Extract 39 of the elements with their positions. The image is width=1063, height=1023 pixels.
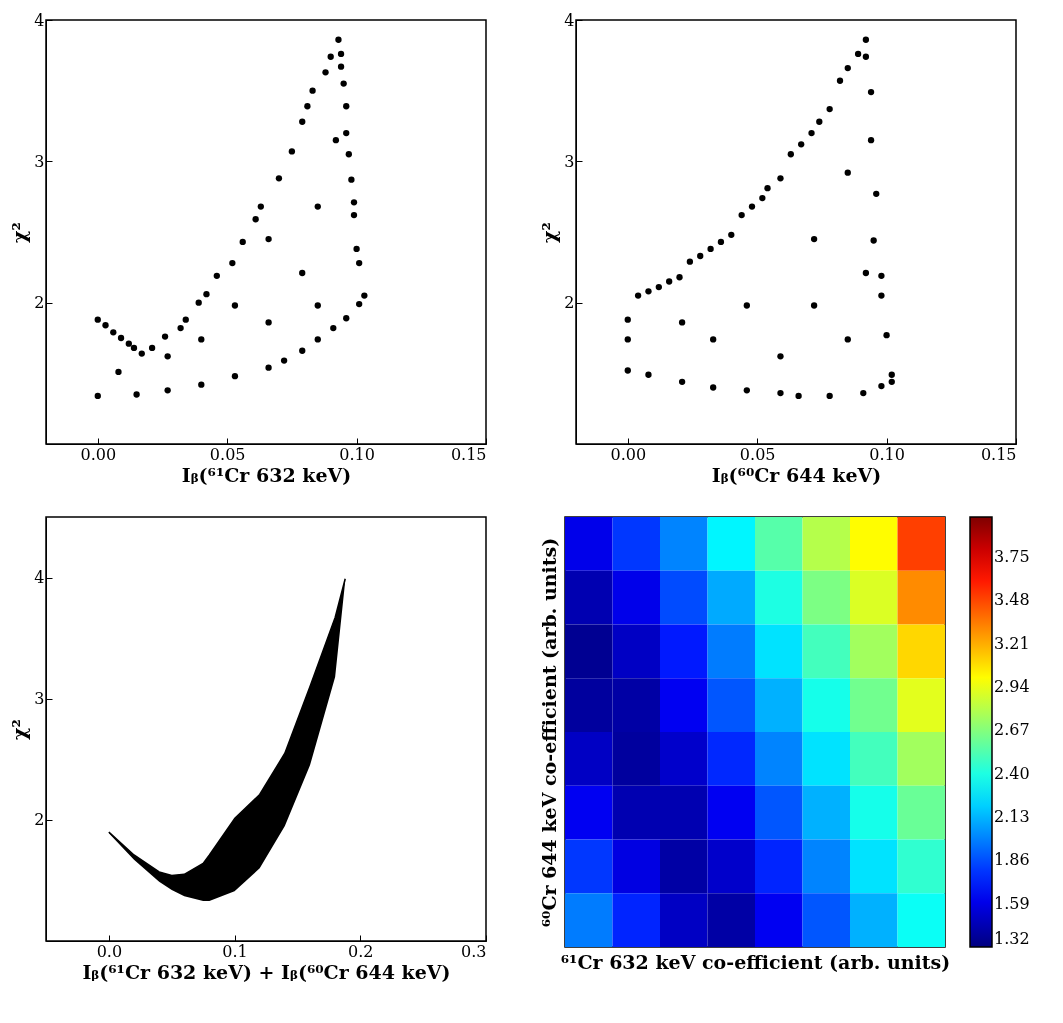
x-axis-title: Iᵦ(⁶⁰Cr 644 keV) [711,463,882,486]
x-axis-title: ⁶¹Cr 632 keV co-efficient (arb. units) [560,950,951,973]
y-axis-title: χ² [8,222,31,243]
x-tick-label: 0.0 [96,941,123,961]
color-bar-label: 3.48 [994,590,1030,610]
x-tick-label: 0.05 [739,444,776,464]
y-tick-label: 2 [34,810,45,830]
y-tick-label: 3 [34,689,45,709]
x-tick-label: 0.05 [209,444,246,464]
x-axis-title: Iᵦ(⁶¹Cr 632 keV) + Iᵦ(⁶⁰Cr 644 keV) [82,960,451,983]
color-bar-label: 3.75 [994,547,1030,567]
x-tick-label: 0.1 [222,941,248,961]
x-tick-label: 0.3 [461,941,487,961]
color-bar-label: 2.40 [994,763,1030,783]
y-tick-label: 2 [564,293,575,313]
y-tick-label: 4 [564,10,575,30]
color-bar-label: 1.32 [994,929,1030,948]
y-tick-label: 3 [564,151,575,171]
y-tick-label: 2 [34,293,45,313]
color-bar-label: 2.94 [994,677,1030,697]
color-bar-label: 2.13 [994,807,1030,827]
y-axis-title: ⁶⁰Cr 644 keV co-efficient (arb. units) [537,537,560,928]
color-bar-label: 1.59 [994,893,1030,913]
x-axis-title: Iᵦ(⁶¹Cr 632 keV) [181,463,352,486]
x-tick-label: 0.00 [610,444,647,464]
y-axis-title: χ² [8,719,31,740]
color-bar-label: 2.67 [994,720,1030,740]
x-tick-label: 0.15 [450,444,487,464]
color-bar-label: 3.21 [994,633,1030,653]
x-tick-label: 0.10 [869,444,905,464]
y-axis-title: χ² [538,222,561,243]
y-tick-label: 3 [34,151,45,171]
y-tick-label: 4 [34,568,45,588]
color-bar-label: 1.86 [994,850,1030,870]
x-tick-label: 0.10 [339,444,375,464]
x-tick-label: 0.00 [80,444,117,464]
y-tick-label: 4 [34,10,45,30]
x-tick-label: 0.15 [980,444,1017,464]
x-tick-label: 0.2 [348,941,374,961]
